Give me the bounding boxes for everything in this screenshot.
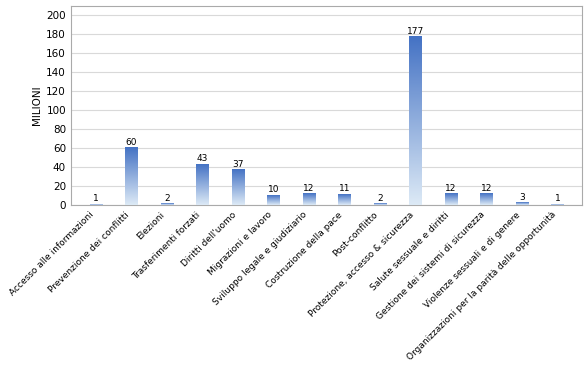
Text: 177: 177 [407, 26, 424, 36]
Text: 2: 2 [164, 194, 169, 202]
Text: 60: 60 [126, 138, 137, 147]
Text: 1: 1 [554, 194, 560, 204]
Text: 10: 10 [268, 185, 279, 194]
Text: 12: 12 [445, 184, 457, 192]
Text: 2: 2 [377, 194, 383, 202]
Text: 12: 12 [481, 184, 492, 192]
Y-axis label: MILIONI: MILIONI [32, 86, 42, 125]
Text: 12: 12 [303, 184, 315, 192]
Text: 3: 3 [519, 192, 525, 202]
Text: 43: 43 [196, 154, 208, 163]
Text: 37: 37 [232, 160, 243, 169]
Text: 1: 1 [93, 194, 99, 204]
Text: 11: 11 [339, 184, 350, 194]
